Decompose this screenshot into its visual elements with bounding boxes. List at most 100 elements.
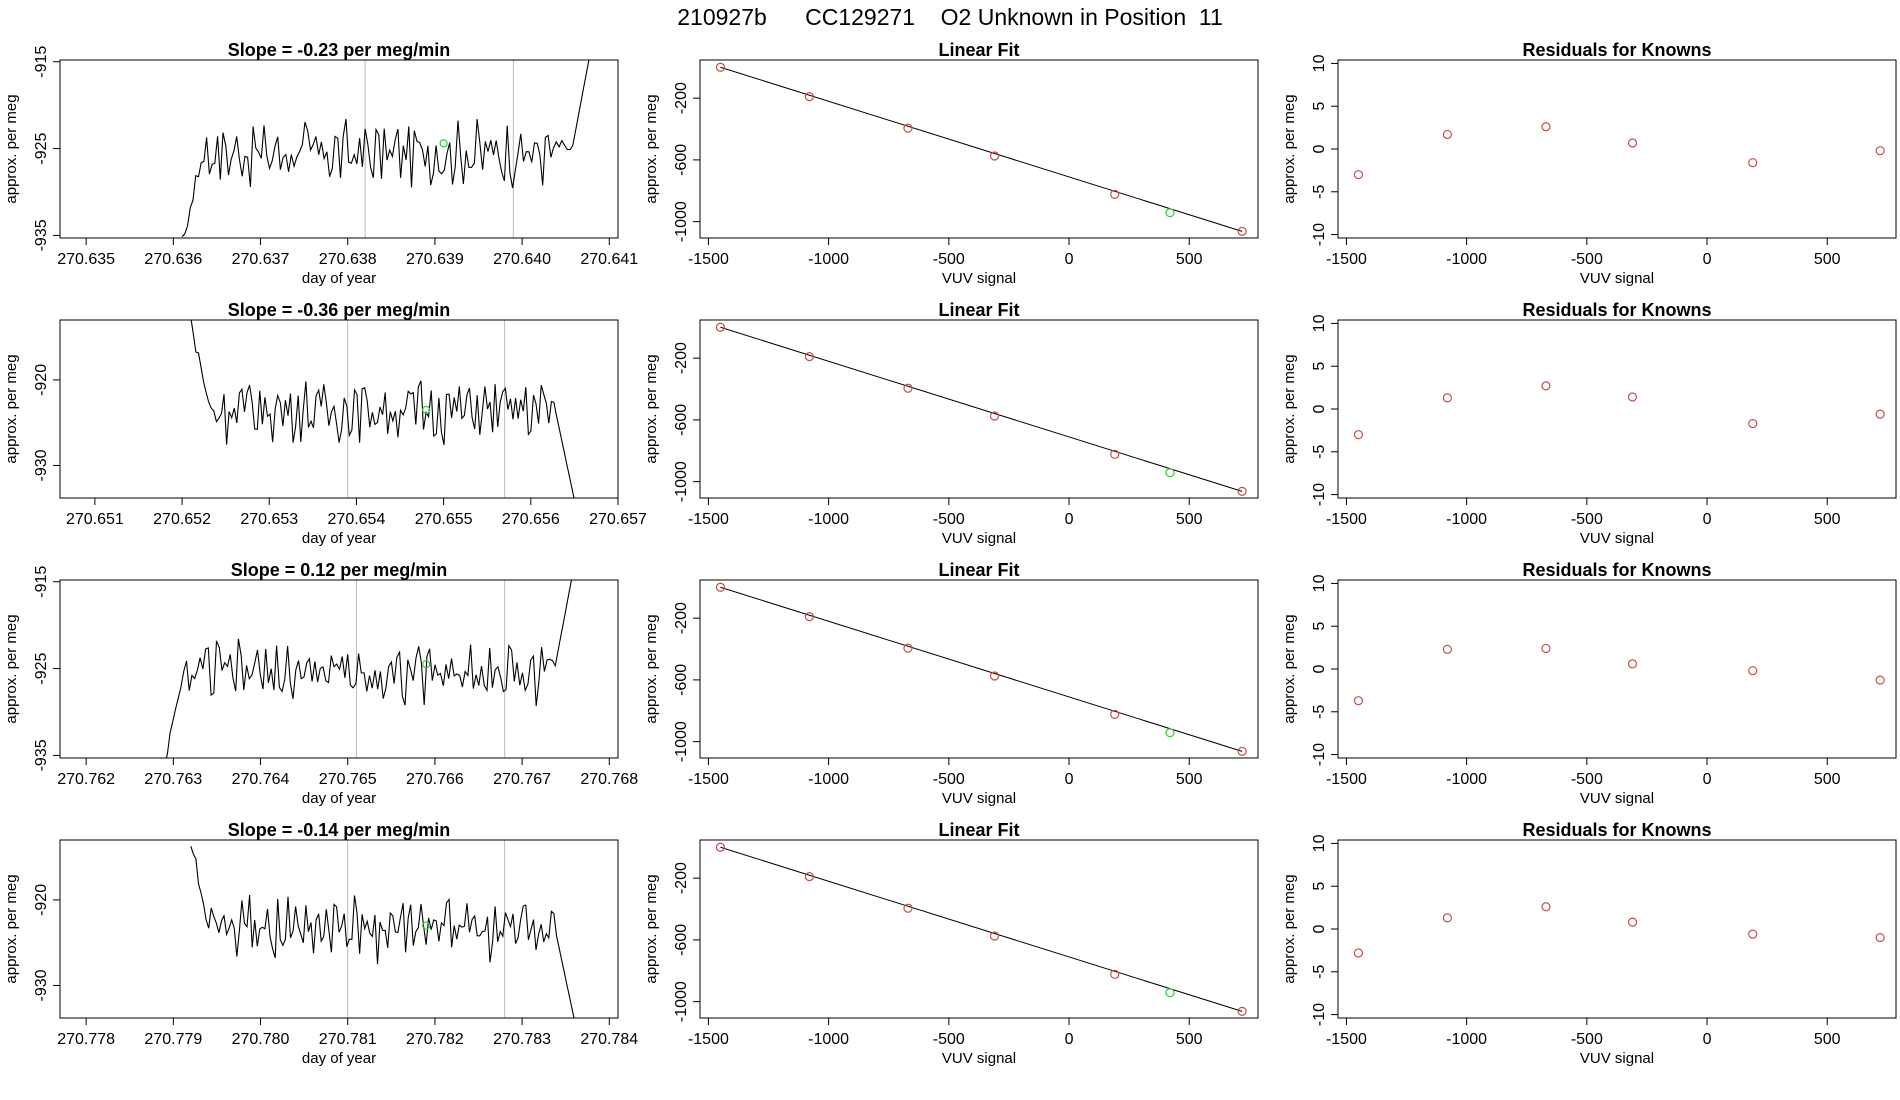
plot-frame <box>1337 319 1897 499</box>
y-axis-label: approx. per meg <box>3 94 20 203</box>
plot-frame <box>1337 839 1897 1019</box>
signal-trace <box>165 580 573 758</box>
known-point <box>903 123 913 133</box>
y-tick-label: -600 <box>673 664 690 696</box>
y-tick-label: -10 <box>1311 1003 1328 1026</box>
residual-point <box>1748 929 1758 939</box>
time-panel-2: Slope = 0.12 per meg/min 270.762 270.763 27… <box>3 560 638 807</box>
x-axis-label: VUV signal <box>942 530 1016 547</box>
unknown-point <box>1165 988 1175 998</box>
y-tick-label: 0 <box>1311 664 1328 673</box>
plot-content <box>715 842 1247 1016</box>
residual-point <box>1875 409 1885 419</box>
residual-point <box>1748 418 1758 429</box>
y-axis-label: approx. per meg <box>3 354 20 463</box>
known-point <box>1237 486 1247 496</box>
y-axis-label: approx. per meg <box>1281 874 1298 983</box>
signal-trace <box>181 60 590 238</box>
x-tick-label: 270.784 <box>580 1031 638 1048</box>
known-point <box>804 611 814 622</box>
residual-point <box>1353 170 1364 180</box>
y-tick-label: -600 <box>673 404 690 436</box>
residual-point <box>1442 393 1452 403</box>
fit-line <box>720 846 1243 1012</box>
y-tick-label: -915 <box>33 566 50 598</box>
x-tick-label: 270.657 <box>589 511 647 528</box>
y-tick-label: -200 <box>673 602 690 634</box>
x-axis-label: VUV signal <box>942 1050 1016 1067</box>
x-tick-label: -1500 <box>1326 251 1367 268</box>
x-tick-label: -1500 <box>688 1031 729 1048</box>
known-point <box>1110 709 1120 719</box>
fit-panel-2: Linear Fit -1500 -1000 -500 0 500 VUV signal -1… <box>643 560 1259 807</box>
x-axis-label: day of year <box>302 790 376 807</box>
x-tick-label: 270.782 <box>406 1031 464 1048</box>
known-point <box>715 322 726 332</box>
y-tick-label: -920 <box>33 364 50 396</box>
residual-point <box>1353 430 1364 440</box>
y-tick-label: -925 <box>33 132 50 164</box>
plot-title: Linear Fit <box>938 300 1019 320</box>
x-tick-label: 0 <box>1065 1031 1074 1048</box>
x-tick-label: 0 <box>1065 511 1074 528</box>
x-tick-label: -1000 <box>808 511 849 528</box>
plot-title: Residuals for Knowns <box>1522 560 1711 580</box>
x-axis-label: day of year <box>302 1050 376 1067</box>
x-tick-label: 270.779 <box>144 1031 202 1048</box>
residual-point <box>1541 122 1551 132</box>
y-tick-label: -5 <box>1311 445 1328 459</box>
y-tick-label: -600 <box>673 144 690 176</box>
x-tick-label: -1000 <box>808 251 849 268</box>
known-point <box>1110 449 1120 459</box>
residual-point <box>1627 138 1638 148</box>
x-tick-label: 270.783 <box>493 1031 551 1048</box>
y-tick-label: -600 <box>673 924 690 956</box>
x-tick-label: 270.653 <box>240 511 298 528</box>
plot-content <box>190 840 575 1018</box>
plot-frame <box>59 319 619 499</box>
plot-title: Linear Fit <box>938 560 1019 580</box>
x-tick-label: -500 <box>933 771 965 788</box>
plot-frame <box>59 839 619 1019</box>
known-point <box>1237 746 1247 756</box>
x-tick-label: 270.655 <box>415 511 473 528</box>
y-axis-label: approx. per meg <box>643 874 660 983</box>
plot-content <box>1353 902 1885 958</box>
plot-title: Linear Fit <box>938 40 1019 60</box>
plot-frame <box>699 579 1259 759</box>
x-tick-label: 270.651 <box>66 511 124 528</box>
y-tick-label: -930 <box>33 969 50 1001</box>
fit-panel-1: Linear Fit -1500 -1000 -500 0 500 VUV signal -1… <box>643 300 1259 547</box>
x-tick-label: -1500 <box>1326 771 1367 788</box>
x-tick-label: 0 <box>1703 511 1712 528</box>
x-axis-label: VUV signal <box>1580 270 1654 287</box>
x-tick-label: 500 <box>1176 251 1203 268</box>
residual-point <box>1627 917 1638 927</box>
x-tick-label: 270.654 <box>328 511 386 528</box>
x-tick-label: 270.637 <box>232 251 290 268</box>
x-tick-label: 270.635 <box>57 251 115 268</box>
y-axis-label: approx. per meg <box>1281 354 1298 463</box>
y-tick-label: 5 <box>1311 882 1328 891</box>
fit-line <box>720 586 1243 752</box>
known-point <box>1237 1006 1247 1016</box>
x-tick-label: 270.780 <box>232 1031 290 1048</box>
plot-title: Residuals for Knowns <box>1522 820 1711 840</box>
plot-content <box>165 580 573 758</box>
plot-frame <box>699 59 1259 239</box>
unknown-point <box>422 660 431 669</box>
x-tick-label: -500 <box>1571 251 1603 268</box>
x-tick-label: 500 <box>1176 771 1203 788</box>
residual-point <box>1541 643 1551 654</box>
known-point <box>989 671 1000 681</box>
y-tick-label: 0 <box>1311 404 1328 413</box>
residual-point <box>1748 666 1758 676</box>
residual-point <box>1442 129 1452 140</box>
residuals-panel-1: Residuals for Knowns -1500 -1000 -500 0 500 VU… <box>1281 300 1897 547</box>
x-tick-label: 500 <box>1814 771 1841 788</box>
x-tick-label: 270.764 <box>232 771 290 788</box>
fit-line <box>720 66 1243 232</box>
residual-point <box>1442 644 1452 654</box>
residuals-panel-0: Residuals for Knowns -1500 -1000 -500 0 500 VU… <box>1281 40 1897 287</box>
y-tick-label: -935 <box>33 219 50 251</box>
